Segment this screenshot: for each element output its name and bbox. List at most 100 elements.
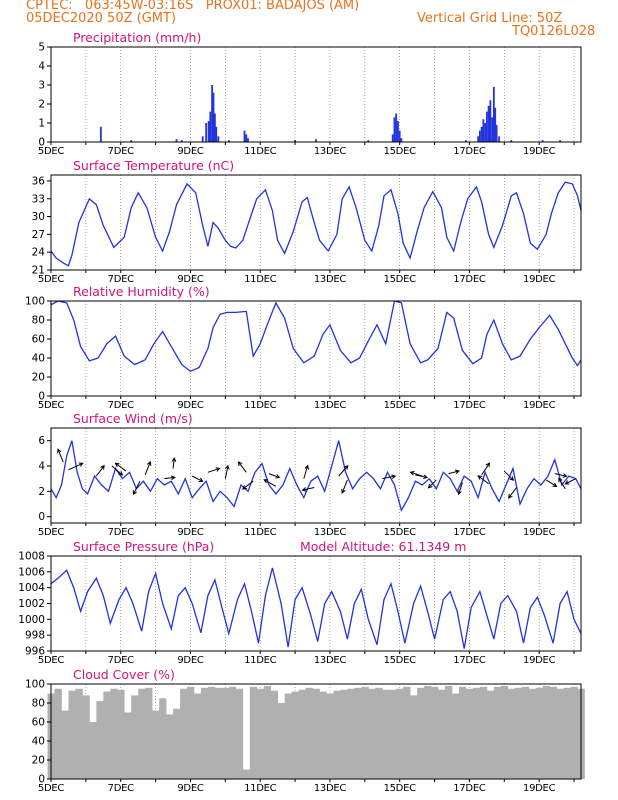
precipitation-bar: [482, 119, 485, 142]
cloud-cover-bar: [493, 686, 502, 779]
cloud-cover-bar: [563, 687, 571, 779]
cloud-cover-bar: [103, 691, 111, 779]
pressure-xtick-label: 5DEC: [38, 655, 64, 666]
precipitation-bar: [477, 136, 480, 142]
precipitation-bar: [130, 140, 133, 142]
cloud-cover-bar: [68, 690, 76, 779]
cloud-cover-bar: [235, 688, 244, 779]
cloud-cover-bar: [200, 687, 209, 779]
precipitation-bar: [315, 139, 317, 142]
humidity-xtick-label: 13DEC: [314, 400, 347, 411]
precipitation-bar: [495, 124, 498, 142]
humidity-ytick-label: 20: [32, 372, 45, 384]
wind-vector: [303, 465, 309, 479]
precipitation-ytick-label: 5: [38, 42, 45, 54]
wind-vector-head: [301, 487, 307, 492]
cloud-cover-xtick-label: 7DEC: [108, 783, 134, 794]
wind-vector-head: [485, 462, 491, 468]
cloud-cover-bar: [298, 689, 306, 779]
wind-vector: [477, 475, 489, 485]
wind-vector-head: [171, 457, 177, 463]
cloud-cover-bar: [124, 712, 132, 779]
cloud-cover-bar: [312, 688, 320, 779]
wind-vector-head: [341, 488, 346, 494]
wind-vector: [341, 479, 348, 494]
cloud-cover-bar: [417, 687, 425, 779]
wind-vector-head: [146, 460, 152, 466]
cloud-cover-bar: [382, 689, 390, 779]
pressure-panel: 996 998 1000 1002 1004 1006 1008 5DEC 7DEC 9DEC 11…: [18, 539, 582, 666]
cloud-cover-bar: [180, 688, 188, 779]
wind-vector: [448, 470, 460, 475]
precipitation-bar: [487, 105, 490, 142]
wind-vector-head: [343, 464, 349, 470]
cloud-cover-bar: [152, 710, 160, 779]
precipitation-bar: [213, 113, 216, 142]
precipitation-bar: [209, 111, 212, 142]
precipitation-bar: [398, 130, 401, 142]
wind-vector: [132, 480, 141, 495]
precipitation-title: Precipitation (mm/h): [73, 30, 201, 45]
wind-ytick-label: 2: [38, 486, 45, 498]
cloud-cover-bar: [521, 686, 530, 779]
wind-series-line: [51, 440, 581, 513]
wind-vector: [263, 479, 277, 487]
wind-vector-head: [409, 471, 415, 476]
pressure-ytick-label: 996: [25, 646, 45, 658]
pressure-xtick-label: 9DEC: [177, 655, 203, 666]
humidity-xtick-label: 11DEC: [244, 400, 277, 411]
cloud-cover-bar: [138, 688, 146, 779]
cloud-cover-bar: [256, 688, 265, 779]
pressure-ytick-label: 1006: [18, 566, 45, 578]
cloud-cover-bar: [528, 688, 537, 779]
humidity-title: Relative Humidity (%): [73, 284, 210, 299]
cloud-cover-bar: [194, 693, 202, 779]
cloud-cover-bar: [173, 708, 181, 779]
temperature-xtick-label: 9DEC: [177, 274, 203, 285]
precipitation-bar: [227, 140, 230, 142]
wind-xtick-label: 13DEC: [314, 527, 347, 538]
cloud-cover-bar: [291, 691, 299, 779]
cloud-cover-bar: [131, 695, 139, 779]
wind-vector: [338, 465, 349, 477]
wind-vector: [224, 465, 229, 479]
humidity-xtick-label: 9DEC: [177, 400, 203, 411]
cloud-cover-bar: [319, 691, 327, 779]
humidity-xtick-label: 19DEC: [523, 400, 556, 411]
cloud-cover-bar: [166, 714, 174, 779]
humidity-xtick-label: 15DEC: [384, 400, 417, 411]
wind-vector: [111, 465, 123, 476]
humidity-ytick-label: 40: [32, 353, 45, 365]
wind-vector: [68, 462, 83, 471]
header-station: CPTEC: 063:45W-03:16S PROX01: BADAJOS (A…: [26, 0, 360, 13]
pressure-xtick-label: 13DEC: [314, 655, 347, 666]
precipitation-bar: [180, 140, 183, 142]
cloud-cover-bar: [361, 686, 369, 779]
header-grid-note: Vertical Grid Line: 50Z: [417, 11, 563, 26]
precipitation-bar: [397, 121, 399, 142]
cloud-cover-bar: [110, 688, 118, 779]
wind-vector: [115, 462, 127, 472]
precipitation-bar: [247, 138, 249, 142]
temperature-xtick-label: 13DEC: [314, 274, 347, 285]
pressure-ytick-label: 998: [25, 630, 45, 642]
precipitation-bar: [294, 140, 296, 142]
temperature-ytick-label: 21: [32, 265, 45, 277]
humidity-xtick-label: 17DEC: [453, 400, 486, 411]
wind-vector: [172, 458, 175, 469]
wind-xtick-label: 9DEC: [177, 527, 203, 538]
wind-vector: [268, 473, 280, 478]
pressure-ytick-label: 1008: [18, 551, 45, 563]
cloud-cover-bar: [403, 686, 411, 779]
humidity-frame: [50, 300, 582, 397]
cloud-cover-bar: [542, 685, 550, 779]
wind-vector: [95, 465, 105, 477]
wind-vector-head: [275, 474, 281, 479]
temperature-ytick-label: 30: [32, 211, 45, 223]
wind-vector: [302, 487, 315, 491]
precipitation-bar: [207, 121, 210, 142]
precipitation-ytick-label: 0: [38, 137, 45, 149]
precipitation-bar: [391, 134, 394, 142]
precipitation-bar: [212, 92, 215, 142]
temperature-xtick-label: 5DEC: [38, 274, 64, 285]
